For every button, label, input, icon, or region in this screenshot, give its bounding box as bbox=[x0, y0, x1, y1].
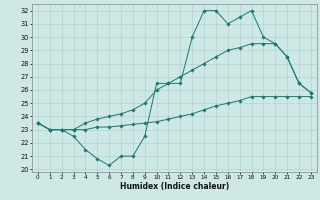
X-axis label: Humidex (Indice chaleur): Humidex (Indice chaleur) bbox=[120, 182, 229, 191]
